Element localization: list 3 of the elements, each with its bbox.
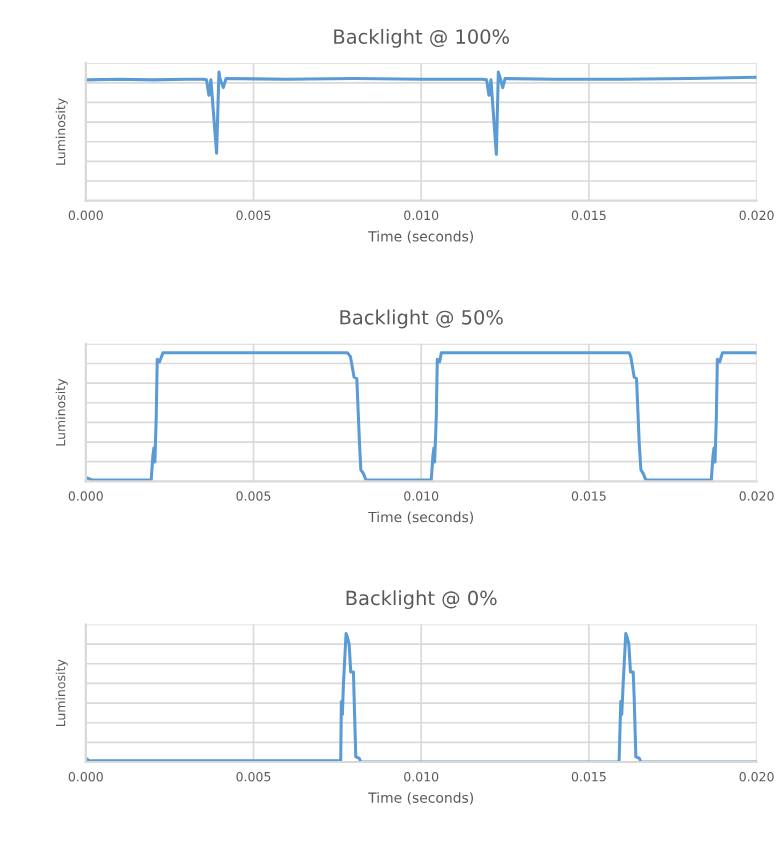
chart-title: Backlight @ 50% bbox=[340, 309, 503, 329]
chart-title: Backlight @ 100% bbox=[334, 28, 509, 48]
chart-title: Backlight @ 0% bbox=[346, 590, 497, 610]
